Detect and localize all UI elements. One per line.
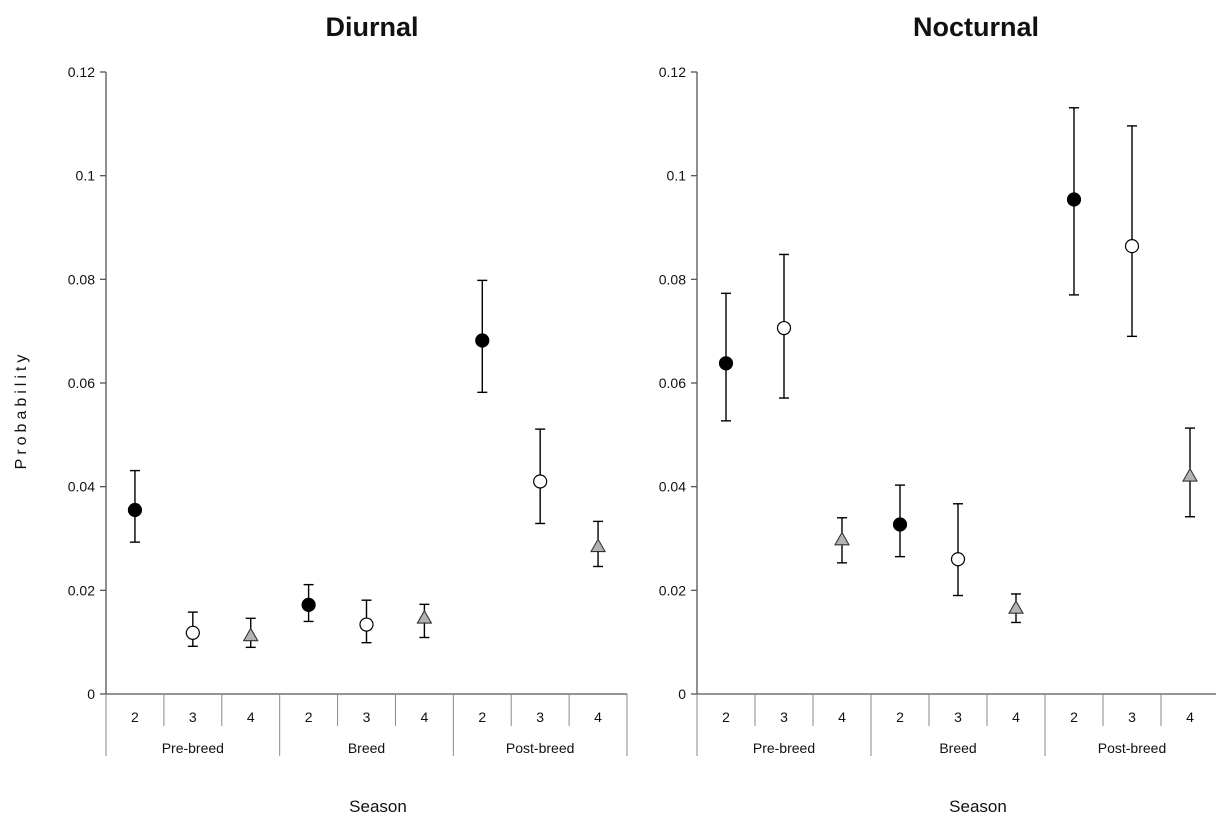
data-point	[359, 599, 374, 644]
x-tick-label: 2	[478, 709, 486, 725]
data-point	[127, 469, 143, 543]
y-tick-label: 0	[678, 686, 686, 702]
x-tick-label: 3	[536, 709, 544, 725]
x-tick-label: 4	[1186, 709, 1194, 725]
chart-panel-nocturnal: Nocturnal 0 0.02 0.04 0.06 0.08 0.1 0.12 2 3 4 Pre-…	[659, 12, 1216, 816]
data-point	[892, 484, 908, 558]
data-point	[834, 517, 850, 564]
group-label: Post-breed	[506, 740, 574, 756]
open-circle-marker	[185, 625, 200, 640]
x-tick-label: 2	[131, 709, 139, 725]
data-point	[185, 611, 200, 648]
x-tick-label: 4	[420, 709, 428, 725]
y-tick-label: 0.08	[68, 271, 95, 287]
y-tick-label: 0.04	[659, 479, 686, 495]
data-point	[1008, 593, 1024, 624]
gray-triangle-marker	[834, 531, 850, 546]
data-point	[776, 253, 792, 399]
gray-triangle-marker	[1182, 467, 1198, 482]
y-tick-label: 0.12	[68, 64, 95, 80]
group-label: Post-breed	[1098, 740, 1166, 756]
chart-panel-diurnal: Diurnal 0 0.02 0.04 0.06 0.08 0.1 0.12 2 3 4 Pre-br…	[68, 12, 628, 816]
filled-circle-marker	[1066, 192, 1082, 207]
y-tick-label: 0.12	[659, 64, 686, 80]
y-tick-label: 0.02	[68, 582, 95, 598]
x-tick-label: 3	[780, 709, 788, 725]
gray-triangle-marker	[416, 609, 433, 624]
y-tick-label: 0.04	[68, 479, 95, 495]
data-point	[950, 503, 966, 597]
data-point	[533, 428, 548, 525]
x-tick-label: 4	[838, 709, 846, 725]
chart-title: Nocturnal	[913, 12, 1039, 42]
y-tick-label: 0.1	[76, 168, 96, 184]
group-label: Pre-breed	[162, 740, 224, 756]
x-tick-label: 2	[722, 709, 730, 725]
gray-triangle-marker	[590, 538, 607, 553]
y-tick-label: 0.06	[68, 375, 95, 391]
y-tick-label: 0.02	[659, 582, 686, 598]
x-tick-label: 3	[1128, 709, 1136, 725]
data-point	[718, 292, 734, 422]
group-label: Breed	[939, 740, 976, 756]
y-axis-label: Probability	[13, 351, 30, 470]
data-point	[301, 583, 316, 623]
filled-circle-marker	[718, 356, 734, 371]
filled-circle-marker	[892, 517, 908, 532]
data-point	[1066, 107, 1082, 296]
data-point	[590, 520, 607, 568]
chart-title: Diurnal	[325, 12, 418, 42]
x-axis-label: Season	[949, 797, 1007, 816]
x-tick-label: 3	[363, 709, 371, 725]
x-tick-label: 3	[189, 709, 197, 725]
filled-circle-marker	[127, 502, 143, 518]
x-axis-label: Season	[349, 797, 407, 816]
x-tick-label: 4	[247, 709, 255, 725]
filled-circle-marker	[301, 597, 316, 612]
open-circle-marker	[1124, 239, 1140, 254]
data-point	[1182, 427, 1198, 518]
open-circle-marker	[950, 552, 966, 567]
x-tick-label: 3	[954, 709, 962, 725]
group-label: Breed	[348, 740, 385, 756]
open-circle-marker	[776, 320, 792, 336]
data-point	[1124, 125, 1140, 338]
gray-triangle-marker	[242, 627, 259, 642]
x-tick-label: 4	[1012, 709, 1020, 725]
x-tick-label: 2	[305, 709, 313, 725]
y-tick-label: 0	[87, 686, 95, 702]
data-point	[475, 279, 490, 394]
y-tick-label: 0.1	[667, 168, 687, 184]
y-tick-label: 0.08	[659, 271, 686, 287]
y-tick-label: 0.06	[659, 375, 686, 391]
x-tick-label: 2	[1070, 709, 1078, 725]
data-point	[416, 603, 433, 639]
x-tick-label: 2	[896, 709, 904, 725]
gray-triangle-marker	[1008, 599, 1024, 614]
data-point	[242, 617, 259, 649]
filled-circle-marker	[475, 333, 490, 348]
x-tick-label: 4	[594, 709, 602, 725]
group-label: Pre-breed	[753, 740, 815, 756]
open-circle-marker	[359, 617, 374, 632]
open-circle-marker	[533, 474, 548, 489]
